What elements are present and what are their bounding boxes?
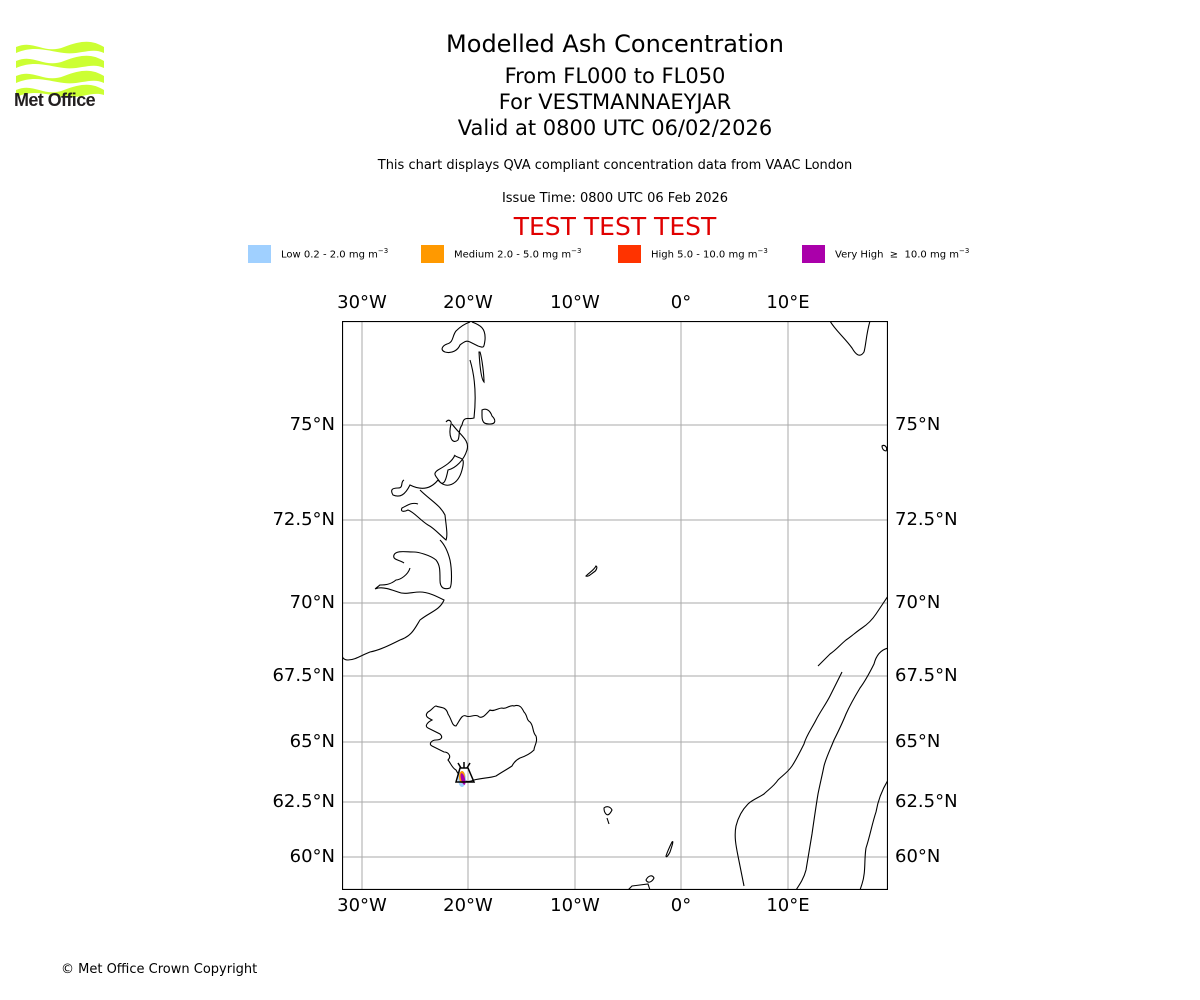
legend-item-low: Low 0.2 - 2.0 mg m−3	[248, 244, 388, 263]
legend-item-very-high: Very High ≥ 10.0 mg m−3	[802, 244, 969, 263]
lat-label-right-70n: 70°N	[895, 592, 941, 613]
lon-label-bottom-20w: 20°W	[443, 895, 493, 916]
sweden-coast	[859, 779, 888, 890]
legend-label-high: High 5.0 - 10.0 mg m	[651, 249, 758, 261]
lon-label-bottom-10w: 10°W	[550, 895, 600, 916]
legend-label-low: Low 0.2 - 2.0 mg m	[281, 249, 378, 261]
legend-swatch-medium	[421, 244, 444, 263]
ash-plume	[458, 771, 466, 787]
lat-label-right-62-5n: 62.5°N	[895, 791, 958, 812]
test-banner: TEST TEST TEST	[513, 212, 717, 241]
norway-coast	[734, 595, 888, 890]
greenland-island	[481, 408, 496, 425]
lon-label-bottom-30w: 30°W	[337, 895, 387, 916]
lon-label-bottom-0: 0°	[670, 895, 692, 916]
issue-time: Issue Time: 0800 UTC 06 Feb 2026	[501, 191, 729, 206]
logo-text: Met Office	[14, 90, 96, 110]
legend-item-high: High 5.0 - 10.0 mg m−3	[618, 244, 768, 263]
lon-label-top-20w: 20°W	[443, 292, 493, 313]
iceland-coast	[425, 704, 538, 783]
faroe-islands	[603, 806, 613, 825]
ash-map[interactable]	[342, 321, 888, 890]
valid-time: Valid at 0800 UTC 06/02/2026	[457, 116, 773, 140]
graticule	[342, 321, 888, 890]
legend-swatch-high	[618, 244, 641, 263]
greenland-coast	[342, 321, 486, 661]
coastlines	[342, 321, 888, 890]
lon-label-top-30w: 30°W	[337, 292, 387, 313]
lat-label-left-65n: 65°N	[289, 731, 335, 752]
lat-label-left-75n: 75°N	[289, 414, 335, 435]
lon-label-top-0: 0°	[670, 292, 692, 313]
lat-label-left-62-5n: 62.5°N	[272, 791, 335, 812]
lon-label-bottom-10e: 10°E	[766, 895, 810, 916]
lat-label-left-72-5n: 72.5°N	[272, 509, 335, 530]
lat-label-right-67-5n: 67.5°N	[895, 665, 958, 686]
legend-item-medium: Medium 2.0 - 5.0 mg m−3	[421, 244, 581, 263]
lat-label-left-67-5n: 67.5°N	[272, 665, 335, 686]
chart-title: Modelled Ash Concentration	[446, 30, 784, 58]
legend-swatch-very-high	[802, 244, 825, 263]
lat-label-right-75n: 75°N	[895, 414, 941, 435]
met-office-logo-waves-icon	[16, 41, 104, 98]
copyright: © Met Office Crown Copyright	[61, 962, 258, 977]
shetland-islands	[665, 841, 674, 858]
volcano-icon	[455, 762, 476, 783]
lat-label-right-72-5n: 72.5°N	[895, 509, 958, 530]
subtitle: This chart displays QVA compliant concen…	[377, 158, 853, 173]
map-border	[342, 321, 888, 890]
lat-label-left-70n: 70°N	[289, 592, 335, 613]
svalbard-coast	[829, 321, 871, 356]
legend-label-very-high: Very High ≥ 10.0 mg m	[835, 249, 959, 261]
volcano-name: For VESTMANNAEYJAR	[498, 90, 732, 114]
jan-mayen	[585, 565, 598, 577]
lon-label-top-10w: 10°W	[550, 292, 600, 313]
lat-label-left-60n: 60°N	[289, 846, 335, 867]
lon-label-top-10e: 10°E	[766, 292, 810, 313]
lat-label-right-60n: 60°N	[895, 846, 941, 867]
legend-label-medium: Medium 2.0 - 5.0 mg m	[454, 249, 572, 261]
legend-swatch-low	[248, 244, 271, 263]
lat-label-right-65n: 65°N	[895, 731, 941, 752]
flight-levels: From FL000 to FL050	[504, 64, 726, 88]
